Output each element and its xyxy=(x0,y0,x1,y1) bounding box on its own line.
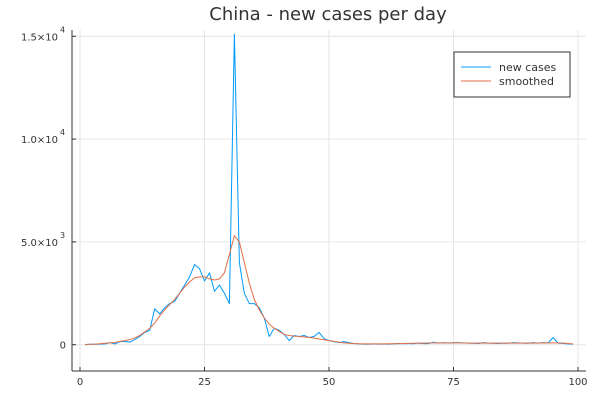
legend: new cases smoothed xyxy=(453,51,571,98)
x-tick-label: 25 xyxy=(198,377,211,388)
legend-label-new-cases: new cases xyxy=(499,61,557,74)
legend-label-smoothed: smoothed xyxy=(499,75,554,88)
y-tick-exponent: 4 xyxy=(60,25,65,34)
y-tick-label: 1.5×10 xyxy=(21,32,58,43)
x-tick-label: 0 xyxy=(77,377,83,388)
y-tick-label: 0 xyxy=(60,341,66,352)
y-tick-exponent: 3 xyxy=(60,231,65,240)
chart-title: China - new cases per day xyxy=(209,4,447,25)
y-tick-exponent: 4 xyxy=(60,128,65,137)
series-group xyxy=(84,33,574,346)
legend-box xyxy=(453,51,571,98)
x-tick-label: 100 xyxy=(568,377,587,388)
x-tick-label: 50 xyxy=(323,377,336,388)
y-tick-label: 1.0×10 xyxy=(21,135,58,146)
y-tick-label: 5.0×10 xyxy=(21,238,58,249)
x-tick-label: 75 xyxy=(447,377,460,388)
series-line-smoothed xyxy=(84,235,574,346)
grid xyxy=(72,30,586,371)
